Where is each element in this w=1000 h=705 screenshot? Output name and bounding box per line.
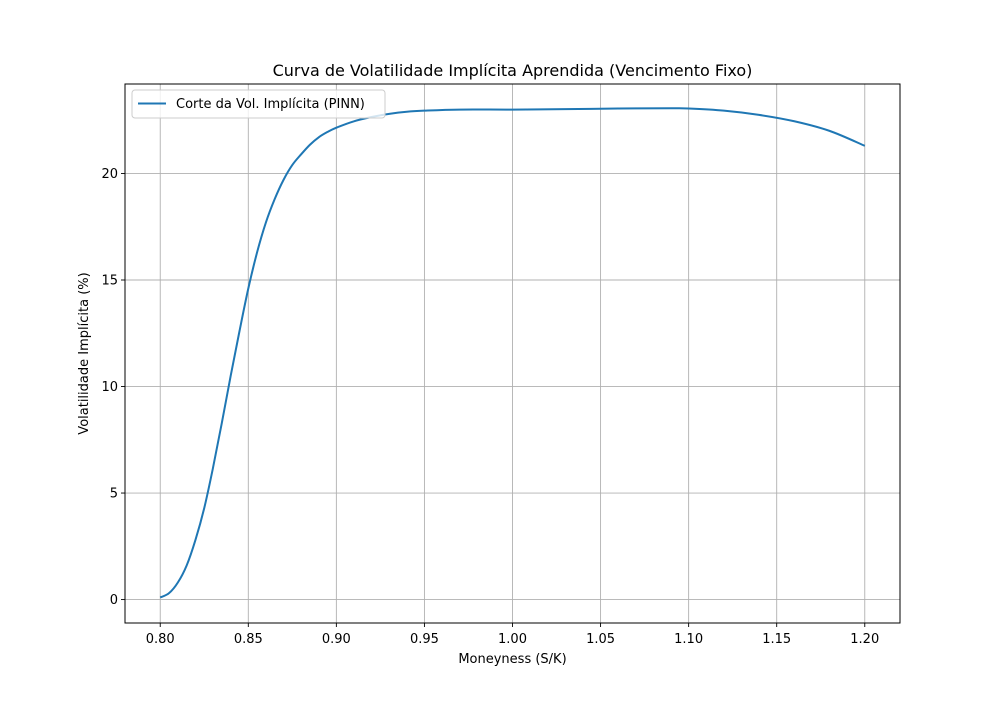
x-tick-label: 0.95 xyxy=(410,632,439,647)
x-tick-label: 1.05 xyxy=(586,632,615,647)
x-tick-label: 1.20 xyxy=(850,632,879,647)
axis-ticks: 0.80 0.85 0.90 0.95 1.00 1.05 1.10 1.15 1.20 0 5 10… xyxy=(101,167,879,647)
grid xyxy=(125,84,900,623)
legend: Corte da Vol. Implícita (PINN) xyxy=(131,89,386,119)
x-tick-label: 1.00 xyxy=(498,632,527,647)
legend-box xyxy=(131,89,386,119)
x-tick-label: 0.85 xyxy=(234,632,263,647)
y-tick-label: 20 xyxy=(101,167,118,182)
y-tick-label: 15 xyxy=(101,274,118,289)
y-axis-label: Volatilidade Implícita (%) xyxy=(77,272,92,434)
x-tick-label: 0.80 xyxy=(146,632,175,647)
y-tick-label: 0 xyxy=(110,593,118,608)
x-tick-label: 0.90 xyxy=(322,632,351,647)
y-tick-label: 10 xyxy=(101,380,118,395)
chart-title: Curva de Volatilidade Implícita Aprendid… xyxy=(273,61,753,80)
series-line xyxy=(159,107,866,599)
plot-series xyxy=(159,107,866,599)
x-axis-label: Moneyness (S/K) xyxy=(458,652,566,667)
legend-label: Corte da Vol. Implícita (PINN) xyxy=(176,97,365,112)
x-tick-label: 1.10 xyxy=(674,632,703,647)
x-tick-label: 1.15 xyxy=(762,632,791,647)
y-tick-label: 5 xyxy=(110,487,118,502)
